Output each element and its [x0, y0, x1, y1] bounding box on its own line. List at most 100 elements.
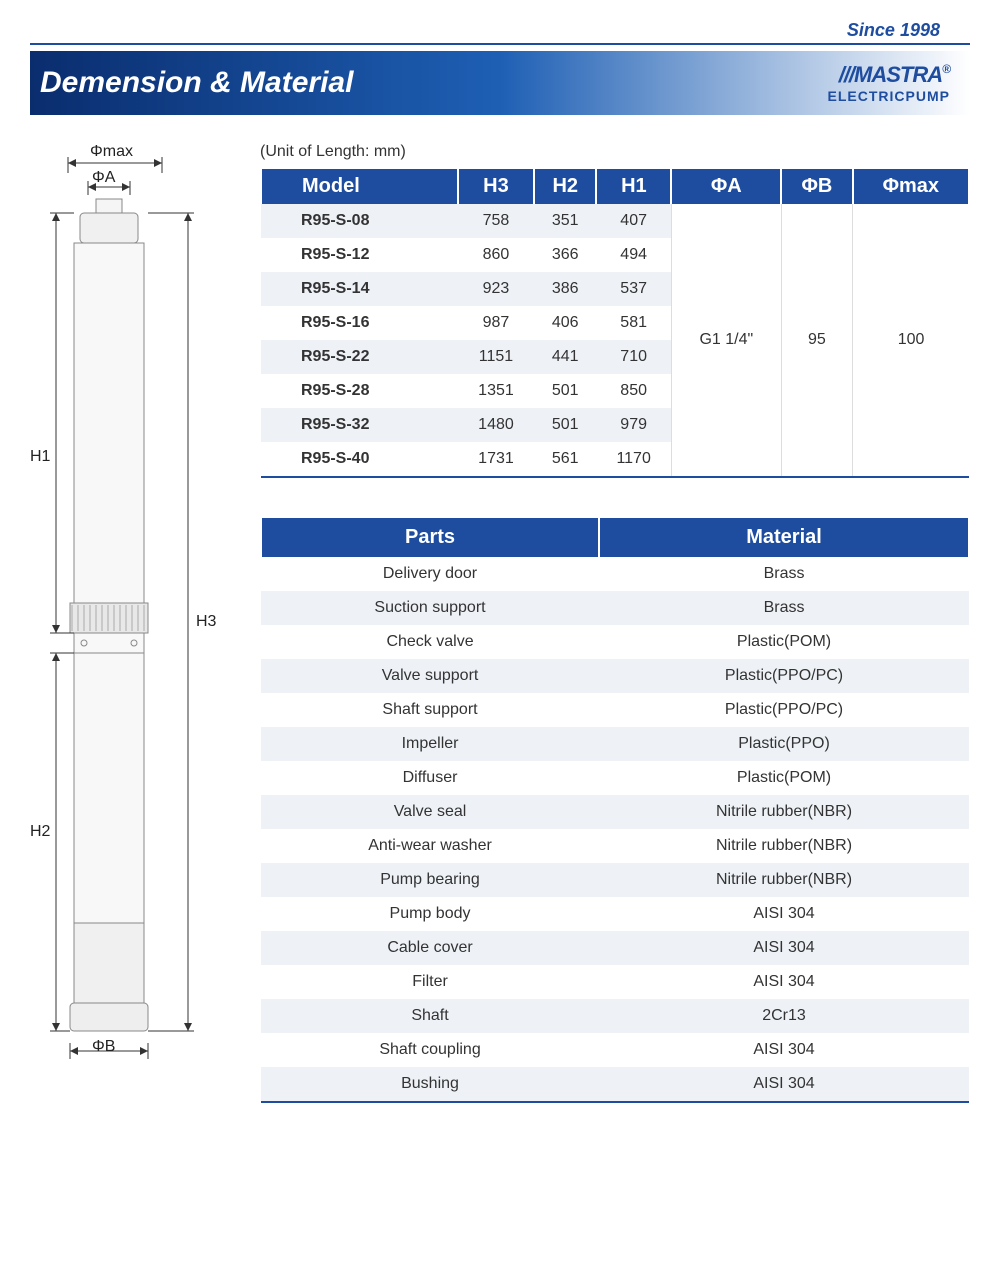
label-h2: H2 — [30, 823, 50, 841]
dim-col-header: H3 — [458, 169, 534, 204]
value-cell: 1731 — [458, 442, 534, 477]
table-row: Shaft couplingAISI 304 — [261, 1033, 969, 1067]
table-row: Suction supportBrass — [261, 591, 969, 625]
part-cell: Impeller — [261, 727, 599, 761]
model-cell: R95-S-12 — [261, 238, 458, 272]
value-cell: 758 — [458, 204, 534, 238]
table-row: Pump bodyAISI 304 — [261, 897, 969, 931]
value-cell: 710 — [596, 340, 671, 374]
model-cell: R95-S-08 — [261, 204, 458, 238]
value-cell: 501 — [534, 374, 596, 408]
table-row: Shaft supportPlastic(PPO/PC) — [261, 693, 969, 727]
value-cell: 850 — [596, 374, 671, 408]
material-cell: Brass — [599, 557, 969, 591]
table-row: ImpellerPlastic(PPO) — [261, 727, 969, 761]
table-row: BushingAISI 304 — [261, 1067, 969, 1102]
material-cell: AISI 304 — [599, 931, 969, 965]
model-cell: R95-S-14 — [261, 272, 458, 306]
value-cell: 406 — [534, 306, 596, 340]
table-row: Cable coverAISI 304 — [261, 931, 969, 965]
material-cell: Nitrile rubber(NBR) — [599, 795, 969, 829]
diagram-column: Φmax ΦA H1 H3 H2 ΦB — [30, 143, 220, 1103]
shared-cell: 95 — [781, 204, 852, 477]
dim-col-header: Model — [261, 169, 458, 204]
part-cell: Check valve — [261, 625, 599, 659]
material-cell: Plastic(POM) — [599, 761, 969, 795]
table-row: Valve supportPlastic(PPO/PC) — [261, 659, 969, 693]
table-row: R95-S-08758351407G1 1/4"95100 — [261, 204, 969, 238]
value-cell: 1351 — [458, 374, 534, 408]
part-cell: Valve seal — [261, 795, 599, 829]
material-cell: Plastic(PPO/PC) — [599, 693, 969, 727]
model-cell: R95-S-40 — [261, 442, 458, 477]
part-cell: Suction support — [261, 591, 599, 625]
model-cell: R95-S-22 — [261, 340, 458, 374]
value-cell: 561 — [534, 442, 596, 477]
part-cell: Shaft support — [261, 693, 599, 727]
material-cell: AISI 304 — [599, 897, 969, 931]
model-cell: R95-S-28 — [261, 374, 458, 408]
shared-cell: G1 1/4" — [671, 204, 781, 477]
material-cell: AISI 304 — [599, 1067, 969, 1102]
part-cell: Pump bearing — [261, 863, 599, 897]
table-row: FilterAISI 304 — [261, 965, 969, 999]
mat-col-header: Parts — [261, 518, 599, 557]
label-phib: ΦB — [92, 1038, 115, 1056]
material-cell: AISI 304 — [599, 965, 969, 999]
brand-name: M⁠A⁠S⁠T⁠R⁠A — [854, 62, 942, 87]
label-phimax: Φmax — [90, 143, 133, 161]
brand-reg: ® — [942, 62, 950, 76]
part-cell: Diffuser — [261, 761, 599, 795]
label-phia: ΦA — [92, 169, 115, 187]
value-cell: 581 — [596, 306, 671, 340]
value-cell: 386 — [534, 272, 596, 306]
value-cell: 494 — [596, 238, 671, 272]
pump-diagram — [30, 143, 220, 1063]
brand-logo: ///M⁠A⁠S⁠T⁠R⁠A® ELECTRICPUMP — [828, 62, 950, 104]
part-cell: Shaft coupling — [261, 1033, 599, 1067]
dim-col-header: ΦB — [781, 169, 852, 204]
model-cell: R95-S-16 — [261, 306, 458, 340]
material-cell: Nitrile rubber(NBR) — [599, 829, 969, 863]
label-h1: H1 — [30, 448, 50, 466]
value-cell: 979 — [596, 408, 671, 442]
shared-cell: 100 — [853, 204, 969, 477]
dim-col-header: H1 — [596, 169, 671, 204]
part-cell: Cable cover — [261, 931, 599, 965]
unit-note: (Unit of Length: mm) — [260, 143, 970, 161]
table-row: Pump bearingNitrile rubber(NBR) — [261, 863, 969, 897]
material-cell: 2Cr13 — [599, 999, 969, 1033]
value-cell: 1480 — [458, 408, 534, 442]
dim-col-header: ΦA — [671, 169, 781, 204]
table-row: Anti-wear washerNitrile rubber(NBR) — [261, 829, 969, 863]
part-cell: Delivery door — [261, 557, 599, 591]
dim-col-header: H2 — [534, 169, 596, 204]
material-cell: Plastic(POM) — [599, 625, 969, 659]
material-cell: Nitrile rubber(NBR) — [599, 863, 969, 897]
material-cell: Plastic(PPO/PC) — [599, 659, 969, 693]
mat-col-header: Material — [599, 518, 969, 557]
page-title: Demension & Material — [40, 66, 353, 100]
dimensions-table: ModelH3H2H1ΦAΦBΦmax R95-S-08758351407G1 … — [260, 169, 970, 478]
materials-table: PartsMaterial Delivery doorBrassSuction … — [260, 518, 970, 1103]
dim-col-header: Φmax — [853, 169, 969, 204]
table-row: Check valvePlastic(POM) — [261, 625, 969, 659]
header-bar: Demension & Material ///M⁠A⁠S⁠T⁠R⁠A® ELE… — [30, 51, 970, 115]
material-cell: AISI 304 — [599, 1033, 969, 1067]
model-cell: R95-S-32 — [261, 408, 458, 442]
part-cell: Anti-wear washer — [261, 829, 599, 863]
value-cell: 1170 — [596, 442, 671, 477]
label-h3: H3 — [196, 613, 216, 631]
table-row: Delivery doorBrass — [261, 557, 969, 591]
value-cell: 441 — [534, 340, 596, 374]
value-cell: 1151 — [458, 340, 534, 374]
part-cell: Shaft — [261, 999, 599, 1033]
part-cell: Valve support — [261, 659, 599, 693]
value-cell: 407 — [596, 204, 671, 238]
value-cell: 366 — [534, 238, 596, 272]
table-row: Valve sealNitrile rubber(NBR) — [261, 795, 969, 829]
part-cell: Pump body — [261, 897, 599, 931]
value-cell: 923 — [458, 272, 534, 306]
value-cell: 987 — [458, 306, 534, 340]
part-cell: Filter — [261, 965, 599, 999]
